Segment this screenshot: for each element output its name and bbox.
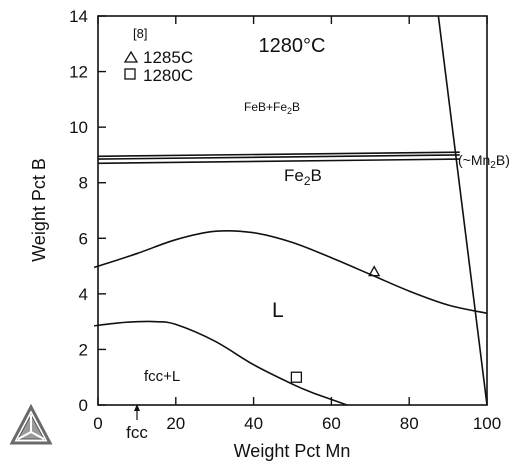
y-tick-label: 6 xyxy=(79,229,88,248)
legend-entry-label: 1280C xyxy=(143,66,193,85)
x-tick-label: 40 xyxy=(244,414,263,433)
phase-label-liquid: L xyxy=(272,299,284,322)
y-tick-label: 12 xyxy=(69,63,88,82)
phase-label-fe2b: Fe2B xyxy=(284,166,322,188)
legend-entry-label: 1285C xyxy=(143,48,193,67)
phase-label-feb-fe2b: FeB+Fe2B xyxy=(244,100,300,116)
x-tick-label: 100 xyxy=(473,414,501,433)
chart-title: 1280°C xyxy=(259,35,326,57)
data-point-triangle xyxy=(368,265,381,277)
x-tick-label: 80 xyxy=(400,414,419,433)
legend: [8] 1285C 1280C xyxy=(123,26,193,85)
phase-boundary-line xyxy=(94,320,348,406)
y-tick-label: 2 xyxy=(79,340,88,359)
x-axis-title: Weight Pct Mn xyxy=(234,441,351,461)
y-axis-title: Weight Pct B xyxy=(29,158,49,262)
x-tick-label: 60 xyxy=(322,414,341,433)
phase-boundary-line xyxy=(437,15,488,406)
phase-label-fcc-l: fcc+L xyxy=(144,368,180,385)
phase-boundary-line xyxy=(97,154,460,160)
fcc-arrow-head-icon xyxy=(134,404,140,411)
y-tick-label: 14 xyxy=(69,7,88,26)
thermo-calc-logo-icon xyxy=(9,403,53,445)
y-tick-label: 10 xyxy=(69,118,88,137)
y-tick-label: 0 xyxy=(79,396,88,415)
y-tick-label: 4 xyxy=(79,285,88,304)
phase-boundary-line xyxy=(97,151,460,158)
phase-boundary-line xyxy=(93,229,488,315)
x-tick-label: 0 xyxy=(93,414,102,433)
x-tick-label: 20 xyxy=(166,414,185,433)
phase-label-mn2b: (~Mn2B) xyxy=(458,152,510,171)
plot-frame xyxy=(97,15,488,406)
legend-square-marker-icon xyxy=(124,68,136,80)
legend-reference: [8] xyxy=(133,26,147,41)
fcc-axis-label: fcc xyxy=(126,423,148,442)
legend-triangle-marker-icon xyxy=(123,50,139,63)
data-point-square xyxy=(290,371,303,383)
phase-boundary-line xyxy=(97,158,460,165)
y-tick-label: 8 xyxy=(79,174,88,193)
